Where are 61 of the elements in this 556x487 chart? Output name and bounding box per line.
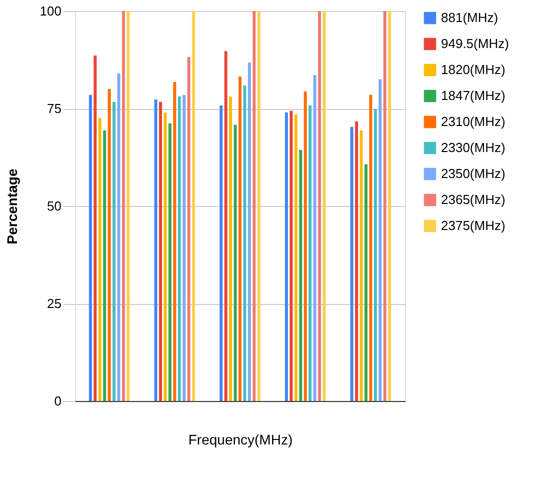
- legend-label: 2350(MHz): [441, 166, 506, 181]
- legend-label: 2330(MHz): [441, 140, 506, 155]
- y-tick-label: 50: [47, 198, 62, 214]
- bar: [112, 102, 116, 401]
- bar: [257, 11, 260, 401]
- bar: [108, 89, 111, 401]
- bar: [117, 73, 120, 401]
- bar: [98, 118, 102, 401]
- bar: [158, 102, 162, 401]
- bar: [355, 121, 358, 401]
- bar: [243, 85, 246, 401]
- bar: [374, 108, 377, 401]
- legend-label: 1847(MHz): [441, 88, 506, 103]
- bar: [290, 110, 293, 401]
- bar: [364, 164, 368, 401]
- bar: [360, 130, 363, 401]
- legend-label: 881(MHz): [441, 10, 498, 25]
- bar: [388, 11, 392, 401]
- bar: [187, 57, 190, 401]
- y-tick-label: 75: [47, 101, 62, 116]
- bar: [294, 114, 298, 401]
- bar: [369, 94, 372, 401]
- bar: [304, 91, 307, 401]
- legend-label: 2365(MHz): [441, 192, 506, 207]
- bar: [173, 82, 176, 401]
- y-tick-label: 100: [40, 4, 62, 18]
- bar: [178, 96, 181, 401]
- y-tick-label: 25: [47, 296, 62, 311]
- bar: [238, 76, 242, 401]
- bar: [220, 105, 223, 401]
- bar: [234, 124, 237, 401]
- bar: [383, 11, 386, 401]
- legend-label: 2375(MHz): [441, 218, 506, 233]
- bar: [192, 11, 196, 401]
- x-axis-title: Frequency(MHz): [188, 432, 293, 448]
- bar: [229, 96, 232, 401]
- bar: [122, 11, 125, 401]
- bar: [154, 100, 158, 401]
- bar: [88, 94, 92, 401]
- y-axis-title: Percentage: [4, 168, 20, 244]
- bar: [350, 126, 354, 401]
- bar: [182, 94, 186, 401]
- bar: [248, 62, 251, 401]
- legend-label: 949.5(MHz): [441, 36, 509, 51]
- bar: [318, 11, 322, 401]
- bar: [126, 11, 130, 401]
- bar: [94, 55, 97, 401]
- legend-label: 1820(MHz): [441, 62, 506, 77]
- bar: [313, 74, 316, 401]
- bar: [284, 112, 288, 401]
- bar: [378, 79, 382, 401]
- bar: [252, 11, 256, 401]
- bar: [164, 112, 167, 401]
- bar: [168, 123, 172, 401]
- bar: [299, 150, 302, 401]
- bar: [224, 51, 228, 401]
- bar: [103, 130, 106, 401]
- bar: [308, 105, 312, 401]
- bar: [322, 11, 326, 401]
- legend-label: 2310(MHz): [441, 114, 506, 129]
- y-tick-label: 0: [54, 394, 62, 408]
